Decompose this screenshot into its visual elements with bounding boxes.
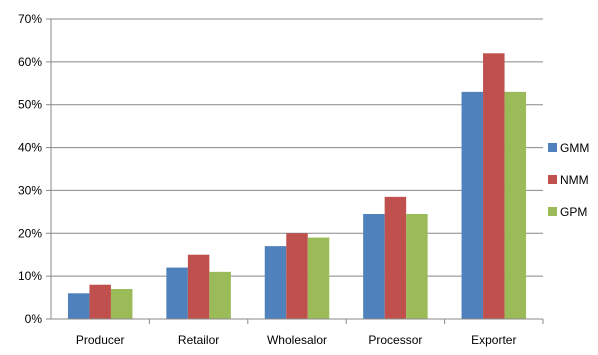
axes: [46, 18, 544, 324]
bar-gpm-processor: [406, 214, 428, 319]
bar-gpm-producer: [110, 289, 133, 319]
bar-nmm-producer: [89, 284, 111, 319]
legend-swatch-nmm: [548, 175, 557, 184]
bar-gmm-processor: [363, 214, 385, 319]
x-tick-label: Retailor: [178, 333, 219, 347]
legend-label-gpm: GPM: [560, 205, 587, 219]
y-tick-label: 30%: [18, 183, 42, 197]
y-tick-label: 50%: [18, 98, 42, 112]
x-tick-label: Wholesalor: [267, 333, 327, 347]
x-tick-labels: Producer Retailor Wholesalor Processor Expor…: [76, 333, 517, 347]
bar-nmm-retailor: [187, 254, 210, 319]
y-tick-labels: 0% 10% 20% 30% 40% 50% 60% 70%: [18, 12, 42, 326]
y-tick-label: 20%: [18, 226, 42, 240]
bar-nmm-exporter: [483, 53, 505, 320]
bar-gmm-retailor: [166, 267, 188, 319]
bar-gpm-retailor: [209, 271, 231, 319]
legend-swatch-gmm: [548, 143, 557, 152]
bars: [67, 53, 527, 320]
legend-label-gmm: GMM: [560, 141, 589, 155]
legend: GMM NMM GPM: [548, 141, 589, 219]
y-tick-label: 60%: [18, 55, 42, 69]
y-tick-label: 0%: [25, 312, 43, 326]
bar-gmm-producer: [67, 293, 90, 319]
y-tick-label: 10%: [18, 269, 42, 283]
bar-gpm-wholesalor: [307, 237, 330, 319]
bar-nmm-processor: [384, 196, 407, 319]
x-tick-label: Processor: [368, 333, 422, 347]
x-tick-label: Producer: [76, 333, 125, 347]
legend-swatch-gpm: [548, 207, 557, 216]
bar-gmm-exporter: [461, 91, 484, 319]
y-tick-label: 40%: [18, 141, 42, 155]
bar-gpm-exporter: [504, 91, 527, 319]
bar-nmm-wholesalor: [286, 233, 308, 319]
y-tick-label: 70%: [18, 12, 42, 26]
bar-gmm-wholesalor: [264, 246, 287, 319]
x-tick-label: Exporter: [471, 333, 516, 347]
legend-label-nmm: NMM: [560, 173, 589, 187]
